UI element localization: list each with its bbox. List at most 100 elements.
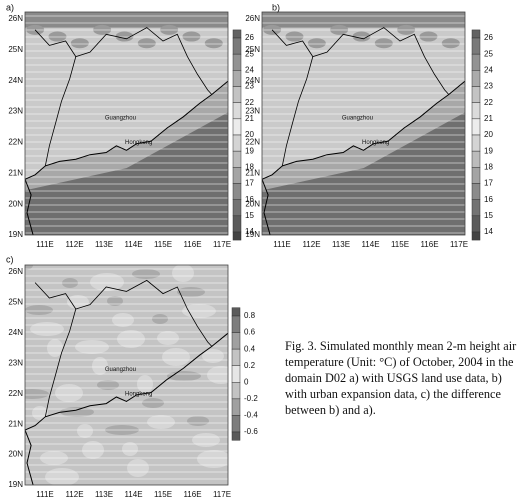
colorbar-label: -0.4 <box>244 411 258 420</box>
lat-label: 26N <box>245 14 260 23</box>
diff-patch <box>202 349 224 363</box>
colorbar-label: 16 <box>245 195 254 204</box>
colorbar-cell <box>471 102 481 120</box>
colorbar-cell <box>232 134 242 152</box>
lat-label: 23N <box>8 107 23 116</box>
lon-label: 112E <box>65 240 83 249</box>
colorbar-label: 14 <box>484 227 493 236</box>
diff-patch <box>207 366 228 384</box>
colorbar-cell <box>232 53 242 71</box>
diff-patch <box>77 424 93 438</box>
diff-patch <box>67 295 89 309</box>
lon-label: 111E <box>36 240 54 249</box>
diff-patch <box>25 389 49 399</box>
lat-label: 24N <box>245 76 260 85</box>
lon-label: 113E <box>332 240 350 249</box>
diff-patch <box>142 398 164 408</box>
colorbar-label: 26 <box>245 33 254 42</box>
colorbar-label: 26 <box>484 33 493 42</box>
colorbar-label: 23 <box>245 82 254 91</box>
colorbar-cell <box>471 215 481 233</box>
colorbar-cell <box>232 29 242 39</box>
colorbar-cell <box>231 307 241 317</box>
lon-label: 114E <box>124 240 142 249</box>
diff-patch <box>152 314 168 324</box>
colorbar-cell <box>471 231 481 241</box>
lat-label: 20N <box>8 450 23 459</box>
city-label: Hongkong <box>125 140 152 146</box>
lon-label: 117E <box>213 240 231 249</box>
diff-patch <box>187 416 209 426</box>
colorbar-cell <box>231 415 241 433</box>
diff-patch <box>172 265 194 282</box>
colorbar-label: 17 <box>245 179 254 188</box>
colorbar-label: 19 <box>245 146 254 155</box>
colorbar-cell <box>232 37 242 55</box>
colorbar-label: 23 <box>484 82 493 91</box>
province-border <box>271 27 450 95</box>
colorbar-label: 0.2 <box>244 361 256 370</box>
colorbar-cell <box>232 102 242 120</box>
colorbar-cell <box>231 382 241 400</box>
cold-patch <box>48 31 67 42</box>
cold-patch <box>307 38 326 49</box>
colorbar-label: 14 <box>245 227 254 236</box>
diff-patch <box>197 450 228 468</box>
colorbar-cell <box>471 86 481 103</box>
lon-label: 117E <box>213 490 231 499</box>
map-frame <box>24 264 229 486</box>
diff-patch <box>47 339 63 357</box>
colorbar-cell <box>232 231 242 241</box>
city-label: Guangzhou <box>105 367 136 373</box>
coastline <box>25 80 228 180</box>
colorbar-cell <box>232 70 242 87</box>
colorbar-cell <box>232 199 242 217</box>
lat-label: 25N <box>8 45 23 54</box>
colorbar-cell <box>471 118 481 136</box>
colorbar-label: 24 <box>245 65 254 74</box>
lon-label: 116E <box>183 490 201 499</box>
diff-patch <box>90 273 124 291</box>
colorbar-label: 22 <box>484 98 493 107</box>
lat-label: 21N <box>8 419 23 428</box>
diff-patch <box>112 313 134 327</box>
colorbar-cell <box>231 348 241 366</box>
coastline-west <box>25 429 34 485</box>
cold-patch <box>419 31 438 42</box>
lon-label: 111E <box>36 490 54 499</box>
colorbar-label: -0.2 <box>244 394 258 403</box>
lat-label: 19N <box>8 480 23 489</box>
cold-patch <box>352 31 371 42</box>
diff-patch <box>177 287 205 297</box>
diff-patch <box>97 380 119 390</box>
lat-label: 20N <box>8 199 23 208</box>
diff-patch <box>45 468 79 485</box>
colorbar-cell <box>471 183 481 200</box>
colorbar-label: 0.8 <box>244 311 256 320</box>
lat-label: 23N <box>8 358 23 367</box>
colorbar-label: 25 <box>484 49 493 58</box>
colorbar-label: 17 <box>484 179 493 188</box>
diff-patch <box>55 384 83 402</box>
lon-label: 112E <box>65 490 83 499</box>
colorbar-label: 20 <box>245 130 254 139</box>
diff-patch <box>107 296 123 306</box>
diff-patch <box>92 357 108 375</box>
cold-patch <box>182 31 201 42</box>
colorbar-cell <box>232 215 242 233</box>
colorbar-cell <box>231 431 241 441</box>
lat-label: 22N <box>8 389 23 398</box>
north-band <box>25 12 228 28</box>
lat-label: 26N <box>8 14 23 23</box>
diff-patch <box>137 375 153 393</box>
colorbar-cell <box>471 199 481 217</box>
lat-label: 22N <box>245 138 260 147</box>
lat-label: 26N <box>8 267 23 276</box>
colorbar-label: -0.6 <box>244 427 258 436</box>
city-label: Guangzhou <box>342 116 373 122</box>
diff-patch <box>147 415 175 429</box>
sea-warm <box>25 112 228 235</box>
colorbar-cell <box>471 29 481 39</box>
